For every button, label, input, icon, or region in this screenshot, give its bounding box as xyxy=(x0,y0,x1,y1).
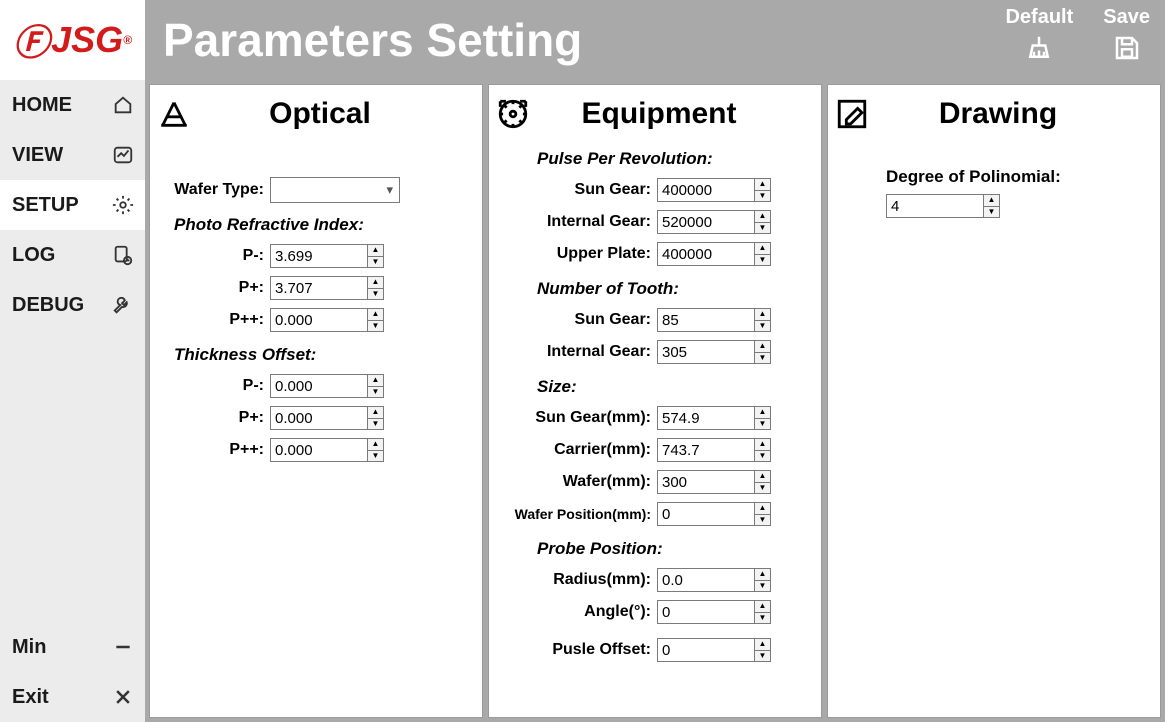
wafer-type-label: Wafer Type: xyxy=(150,181,270,199)
nav-item-log[interactable]: LOG xyxy=(0,230,145,280)
not-sungear-label: Sun Gear: xyxy=(489,311,657,329)
log-icon xyxy=(111,244,135,266)
nav-item-exit[interactable]: Exit xyxy=(0,672,145,722)
degree-poly-input[interactable]: ▲▼ xyxy=(886,194,1000,218)
pri-pplusplus-input[interactable]: ▲▼ xyxy=(270,308,384,332)
logo: ⒻJSG® xyxy=(0,0,145,80)
save-button-label: Save xyxy=(1103,6,1150,29)
pulse-offset-input[interactable]: ▲▼ xyxy=(657,638,771,662)
minimize-icon xyxy=(111,637,135,657)
nav-item-debug[interactable]: DEBUG xyxy=(0,280,145,330)
pri-pplus-input[interactable]: ▲▼ xyxy=(270,276,384,300)
gear-icon xyxy=(111,194,135,216)
ppr-sungear-label: Sun Gear: xyxy=(489,181,657,199)
not-sungear-input[interactable]: ▲▼ xyxy=(657,308,771,332)
panel-title-drawing: Drawing xyxy=(876,97,1160,131)
not-internalgear-input[interactable]: ▲▼ xyxy=(657,340,771,364)
section-number-of-tooth: Number of Tooth: xyxy=(537,279,821,299)
panel-equipment: Equipment Pulse Per Revolution: Sun Gear… xyxy=(488,84,822,718)
panel-drawing: Drawing Degree of Polinomial: ▲▼ xyxy=(827,84,1161,718)
section-probe-position: Probe Position: xyxy=(537,539,821,559)
nav-item-view[interactable]: VIEW xyxy=(0,130,145,180)
ppr-internalgear-input[interactable]: ▲▼ xyxy=(657,210,771,234)
nav-item-label: VIEW xyxy=(12,144,63,167)
section-pulse-per-revolution: Pulse Per Revolution: xyxy=(537,149,821,169)
to-pplusplus-label: P++: xyxy=(150,441,270,459)
pp-angle-input[interactable]: ▲▼ xyxy=(657,600,771,624)
nav-item-setup[interactable]: SETUP xyxy=(0,180,145,230)
size-wafer-input[interactable]: ▲▼ xyxy=(657,470,771,494)
panel-title-optical: Optical xyxy=(198,97,482,131)
pp-radius-label: Radius(mm): xyxy=(489,571,657,589)
broom-icon xyxy=(1024,33,1054,63)
wrench-icon xyxy=(111,294,135,316)
nav-item-min[interactable]: Min xyxy=(0,622,145,672)
nav-item-label: Exit xyxy=(12,686,49,709)
header: ⒻJSG® Parameters Setting Default Save xyxy=(0,0,1165,80)
save-button[interactable]: Save xyxy=(1103,6,1150,63)
header-actions: Default Save xyxy=(1005,6,1150,63)
size-carrier-label: Carrier(mm): xyxy=(489,441,657,459)
equipment-icon xyxy=(495,96,531,132)
page-title: Parameters Setting xyxy=(163,13,582,67)
default-button[interactable]: Default xyxy=(1005,6,1073,63)
home-icon xyxy=(111,94,135,116)
chevron-down-icon: ▾ xyxy=(386,182,393,198)
optical-icon xyxy=(156,96,192,132)
nav-item-home[interactable]: HOME xyxy=(0,80,145,130)
nav-item-label: LOG xyxy=(12,244,55,267)
close-icon xyxy=(111,687,135,707)
pri-pminus-input[interactable]: ▲▼ xyxy=(270,244,384,268)
ppr-upperplate-label: Upper Plate: xyxy=(489,245,657,263)
section-photo-refractive-index: Photo Refractive Index: xyxy=(174,215,482,235)
ppr-sungear-input[interactable]: ▲▼ xyxy=(657,178,771,202)
size-wafer-label: Wafer(mm): xyxy=(489,473,657,491)
nav-item-label: DEBUG xyxy=(12,294,84,317)
section-thickness-offset: Thickness Offset: xyxy=(174,345,482,365)
sidebar: HOME VIEW SETUP LOG DEBUG Min xyxy=(0,80,145,722)
not-internalgear-label: Internal Gear: xyxy=(489,343,657,361)
chart-icon xyxy=(111,144,135,166)
nav-item-label: Min xyxy=(12,636,46,659)
pp-radius-input[interactable]: ▲▼ xyxy=(657,568,771,592)
size-sungear-input[interactable]: ▲▼ xyxy=(657,406,771,430)
pri-pplusplus-label: P++: xyxy=(150,311,270,329)
logo-glyph: ⒻJSG® xyxy=(13,14,132,66)
to-pplus-input[interactable]: ▲▼ xyxy=(270,406,384,430)
size-sungear-label: Sun Gear(mm): xyxy=(489,409,657,427)
pri-pplus-label: P+: xyxy=(150,279,270,297)
size-waferpos-label: Wafer Position(mm): xyxy=(489,506,657,522)
drawing-icon xyxy=(834,96,870,132)
pri-pminus-label: P-: xyxy=(150,247,270,265)
section-size: Size: xyxy=(537,377,821,397)
size-waferpos-input[interactable]: ▲▼ xyxy=(657,502,771,526)
to-pplus-label: P+: xyxy=(150,409,270,427)
nav-item-label: SETUP xyxy=(12,194,79,217)
nav-bottom: Min Exit xyxy=(0,622,145,722)
save-icon xyxy=(1112,33,1142,63)
panel-title-equipment: Equipment xyxy=(537,97,821,131)
pp-angle-label: Angle(°): xyxy=(489,603,657,621)
to-pminus-input[interactable]: ▲▼ xyxy=(270,374,384,398)
ppr-internalgear-label: Internal Gear: xyxy=(489,213,657,231)
to-pplusplus-input[interactable]: ▲▼ xyxy=(270,438,384,462)
wafer-type-select[interactable]: ▾ xyxy=(270,177,400,203)
to-pminus-label: P-: xyxy=(150,377,270,395)
degree-poly-label: Degree of Polinomial: xyxy=(886,167,1067,187)
content: Optical Wafer Type: ▾ Photo Refractive I… xyxy=(145,80,1165,722)
pulse-offset-label: Pusle Offset: xyxy=(489,641,657,659)
nav-item-label: HOME xyxy=(12,94,72,117)
panel-optical: Optical Wafer Type: ▾ Photo Refractive I… xyxy=(149,84,483,718)
ppr-upperplate-input[interactable]: ▲▼ xyxy=(657,242,771,266)
default-button-label: Default xyxy=(1005,6,1073,29)
size-carrier-input[interactable]: ▲▼ xyxy=(657,438,771,462)
